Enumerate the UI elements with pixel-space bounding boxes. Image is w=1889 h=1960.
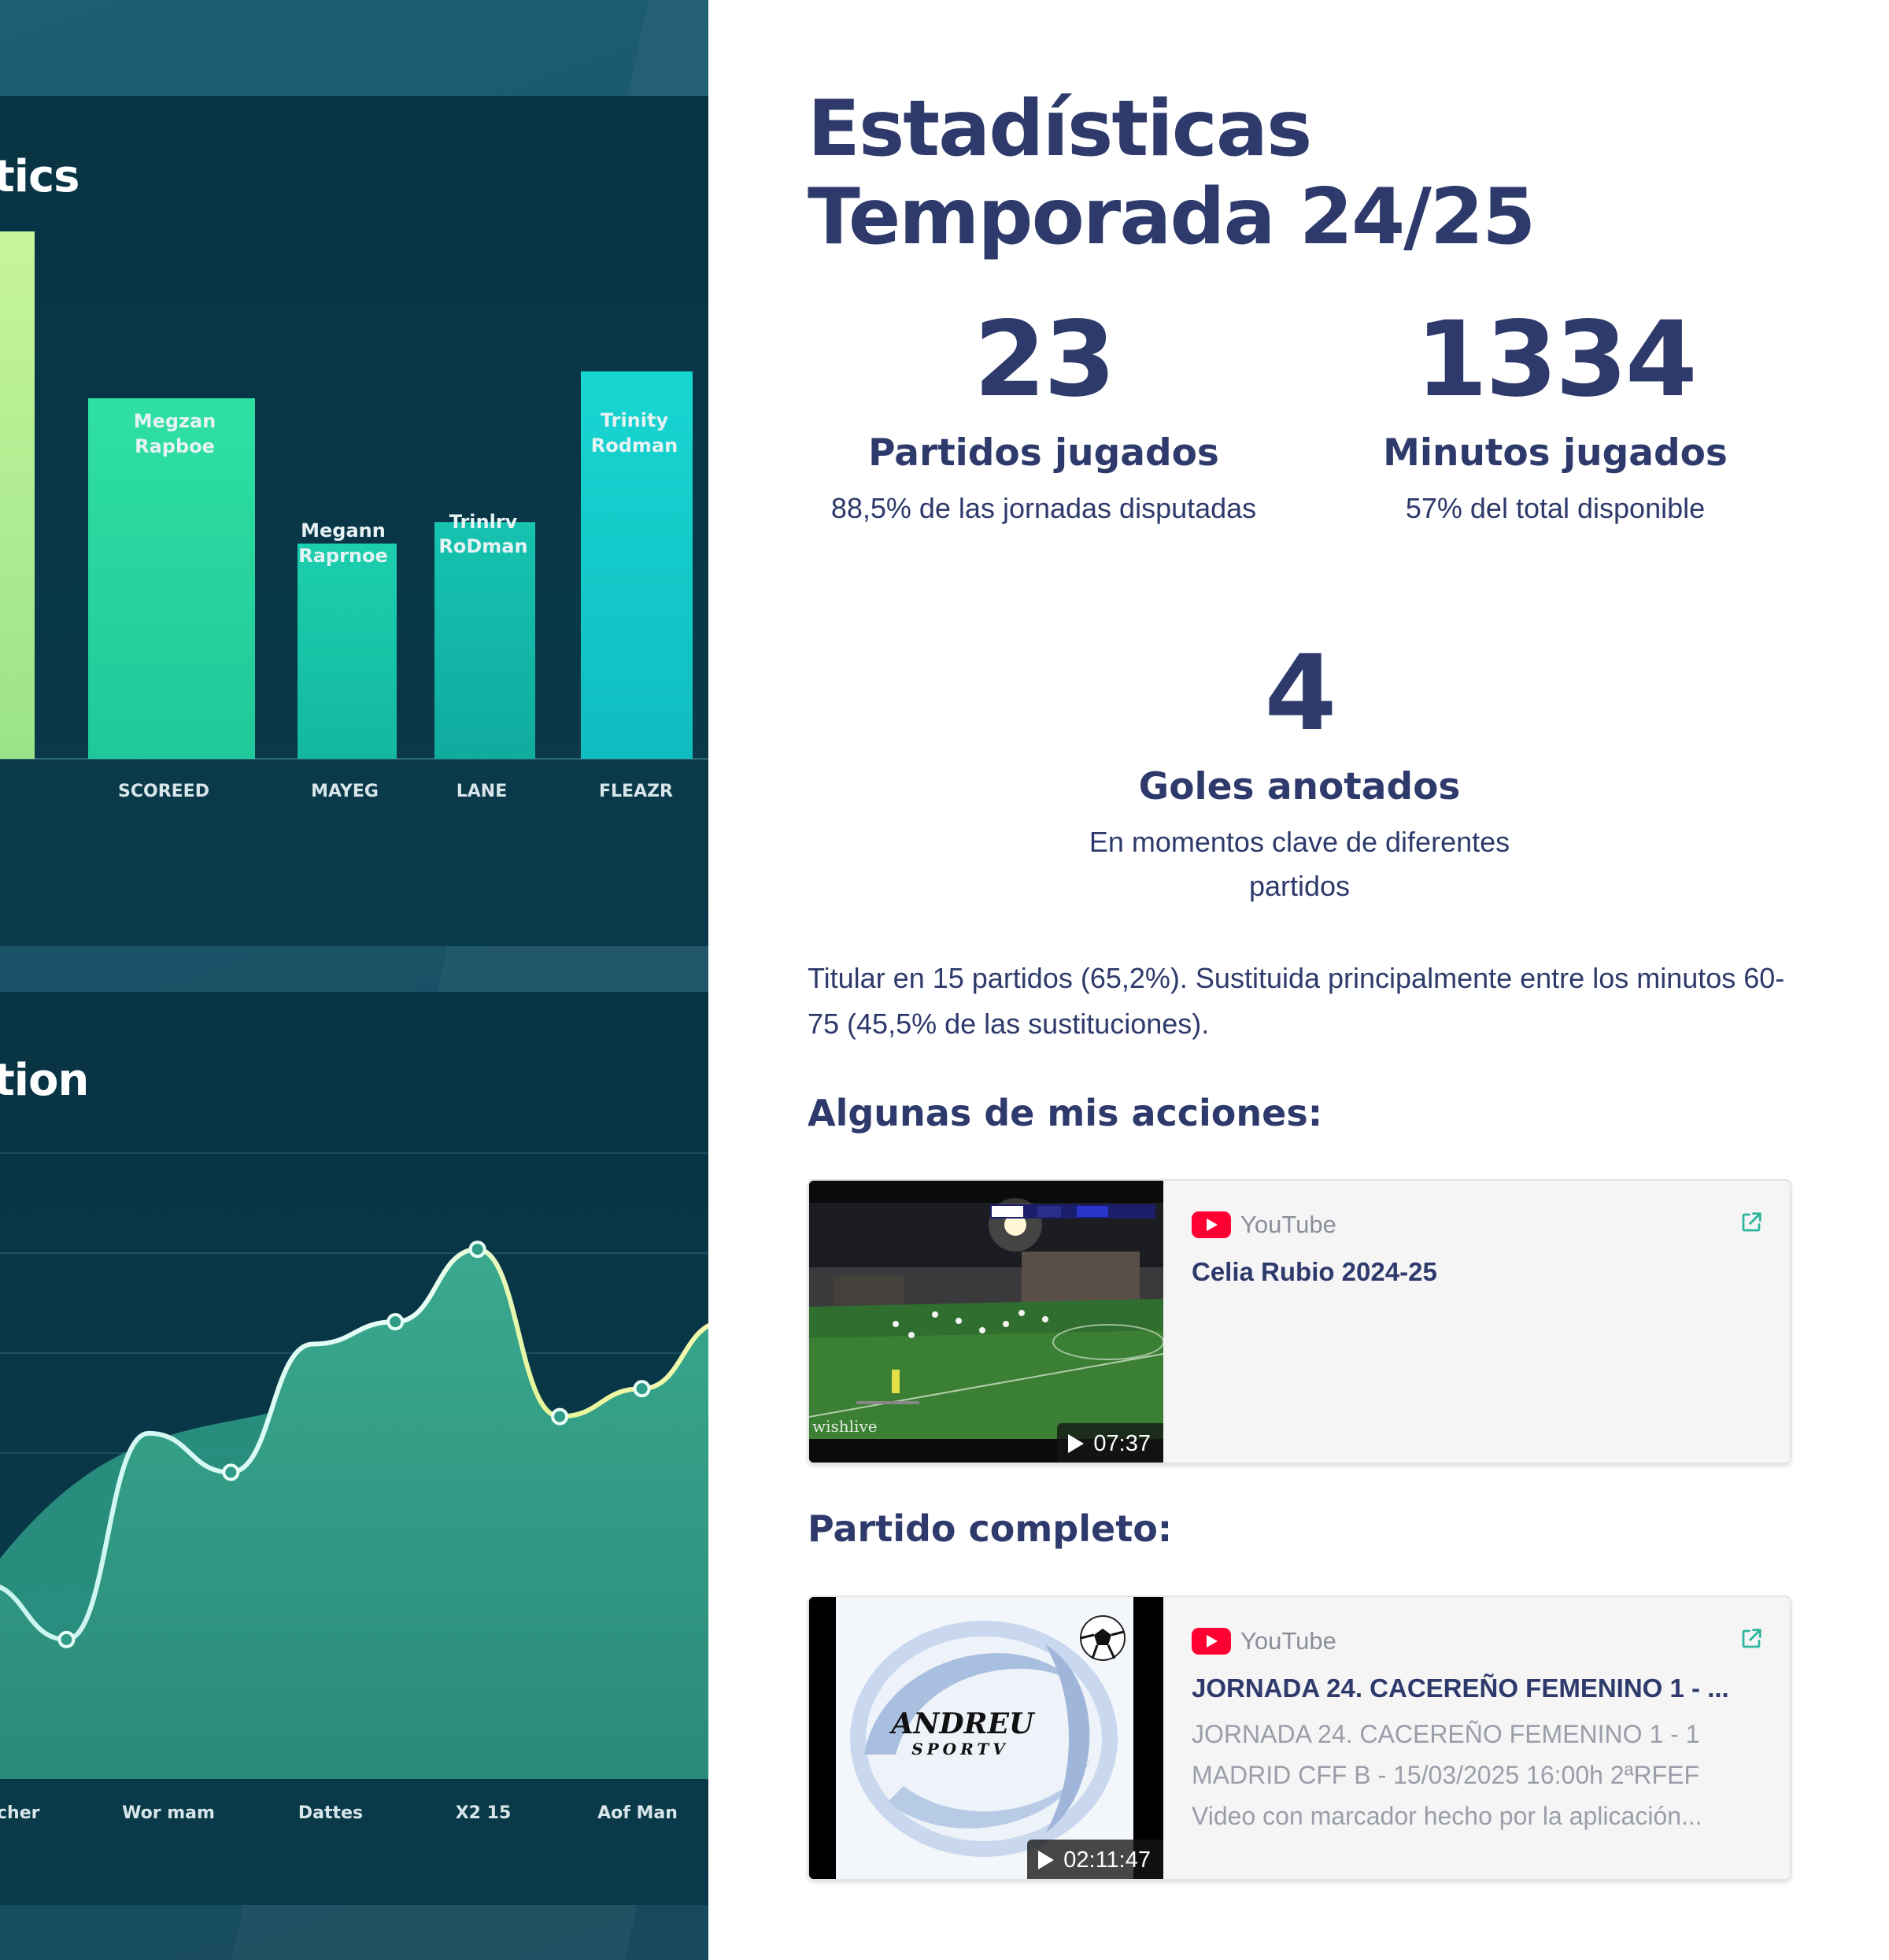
video-card-body: YouTube JORNADA 24. CACEREÑO FEMENINO 1 … xyxy=(1192,1625,1761,1836)
stat-goals-label: Goles anotados xyxy=(1138,765,1461,808)
video-source-name: YouTube xyxy=(1240,1627,1336,1655)
youtube-icon xyxy=(1192,1211,1231,1238)
video-title[interactable]: Celia Rubio 2024-25 xyxy=(1192,1257,1437,1286)
summary-text: Titular en 15 partidos (65,2%). Sustitui… xyxy=(808,962,1785,1040)
video-source-name: YouTube xyxy=(1240,1211,1336,1238)
bar-2 xyxy=(298,543,397,759)
area-x-label-2: Wor mam xyxy=(122,1803,215,1823)
video-desc-line2: MADRID CFF B - 15/03/2025 16:00h 2ªRFEF xyxy=(1192,1761,1699,1789)
bar-label-1b: Rapboe xyxy=(135,435,215,457)
logo-text: ANDREU xyxy=(889,1707,1036,1740)
bar-x-label-3: LANE xyxy=(457,782,508,801)
bar-chart-card: tics gan Megzan Rapboe Megann Raprnoe Tr… xyxy=(0,96,708,946)
bar-label-3b: RoDman xyxy=(438,535,527,557)
video-card-full-match[interactable]: ANDREU SPORTV 02:11:47 YouTube JORNADA 2… xyxy=(808,1596,1791,1880)
video-title[interactable]: JORNADA 24. CACEREÑO FEMENINO 1 - ... xyxy=(1192,1673,1729,1703)
bar-label-2b: Raprnoe xyxy=(298,545,388,567)
stat-matches: 23 Partidos jugados 88,5% de las jornada… xyxy=(808,301,1280,531)
bar-label-3a: Trinlrv xyxy=(449,511,518,533)
play-icon xyxy=(1038,1851,1055,1869)
bar-0 xyxy=(0,231,35,759)
line-point-3 xyxy=(222,1463,240,1481)
line-point-6 xyxy=(468,1241,486,1259)
line-point-7 xyxy=(551,1407,569,1426)
bar-3 xyxy=(434,522,535,759)
video-duration: 07:37 xyxy=(1093,1431,1151,1456)
line-point-1 xyxy=(57,1630,76,1648)
area-line xyxy=(0,1247,708,1642)
stat-minutes-desc: 57% del total disponible xyxy=(1405,492,1706,524)
area-x-label-5: Aof Man xyxy=(597,1803,678,1823)
video-thumbnail[interactable]: ANDREU SPORTV 02:11:47 xyxy=(809,1597,1163,1879)
stat-minutes: 1334 Minutos jugados 57% del total dispo… xyxy=(1319,301,1791,531)
stats-illustration: tics gan Megzan Rapboe Megann Raprnoe Tr… xyxy=(0,0,708,1960)
area-x-labels: cher Wor mam Dattes X2 15 Aof Man xyxy=(0,1803,678,1823)
section-title-actions: Algunas de mis acciones: xyxy=(808,1092,1323,1134)
bar-x-label-4: FLEAZR xyxy=(599,782,673,801)
bar-chart: gan Megzan Rapboe Megann Raprnoe Trinlrv… xyxy=(0,231,708,801)
stat-minutes-label: Minutos jugados xyxy=(1383,431,1728,475)
external-link-icon[interactable] xyxy=(1739,1627,1763,1651)
video-card-highlights[interactable]: wishlive 07:37 YouTube Celia Rubio 2024-… xyxy=(808,1179,1791,1464)
area-x-label-4: X2 15 xyxy=(456,1803,512,1823)
logo-subtext: SPORTV xyxy=(911,1740,1009,1758)
bar-label-2a: Megann xyxy=(301,520,386,542)
stat-goals-desc: En momentos clave de diferentes partidos xyxy=(1089,826,1510,902)
line-point-8 xyxy=(633,1380,651,1398)
bar-name-labels: Megzan Rapboe Megann Raprnoe Trinlrv RoD… xyxy=(134,409,678,567)
play-icon xyxy=(1068,1434,1085,1453)
andreu-sportv-logo-thumbnail: ANDREU SPORTV xyxy=(809,1597,1163,1879)
bar-x-label-1: SCOREED xyxy=(118,782,209,801)
youtube-icon xyxy=(1192,1628,1231,1655)
external-link-icon[interactable] xyxy=(1739,1211,1763,1234)
stat-matches-desc: 88,5% de las jornadas disputadas xyxy=(830,492,1257,524)
football-pitch-thumbnail xyxy=(809,1181,1163,1463)
line-point-5 xyxy=(386,1313,405,1331)
stat-goals-number: 4 xyxy=(1264,633,1337,754)
video-duration-badge: 02:11:47 xyxy=(1027,1840,1163,1879)
section-title-full-match: Partido completo: xyxy=(808,1507,1173,1550)
video-description: JORNADA 24. CACEREÑO FEMENINO 1 - 1 MADR… xyxy=(1192,1714,1735,1836)
page-title: Estadísticas Temporada 24/25 xyxy=(808,85,1791,261)
bar-chart-title: tics xyxy=(0,151,79,202)
area-chart: cher Wor mam Dattes X2 15 Aof Man xyxy=(0,1152,708,1823)
stat-matches-label: Partidos jugados xyxy=(868,431,1219,475)
video-card-body: YouTube Celia Rubio 2024-25 xyxy=(1192,1209,1761,1289)
page-title-line2: Temporada 24/25 xyxy=(808,172,1536,262)
stat-goals: 4 Goles anotados En momentos clave de di… xyxy=(1004,634,1595,908)
bar-label-4a: Trinity xyxy=(601,409,669,431)
video-source: YouTube xyxy=(1192,1209,1758,1241)
video-duration-badge: 07:37 xyxy=(1057,1423,1163,1463)
video-thumbnail[interactable]: wishlive 07:37 xyxy=(809,1181,1163,1463)
video-source: YouTube xyxy=(1192,1625,1758,1657)
bar-1 xyxy=(88,398,255,759)
area-x-label-1: cher xyxy=(0,1803,40,1823)
video-desc-line1: JORNADA 24. CACEREÑO FEMENINO 1 - 1 xyxy=(1192,1720,1700,1748)
bar-label-4b: Rodman xyxy=(591,435,678,457)
area-chart-title: tion xyxy=(0,1055,89,1106)
video-watermark: wishlive xyxy=(812,1417,878,1436)
video-duration: 02:11:47 xyxy=(1063,1847,1151,1873)
bar-4 xyxy=(581,371,693,759)
area-chart-card: tion cher Wor mam Dattes X2 15 Aof Man xyxy=(0,992,708,1905)
bar-x-label-2: MAYEG xyxy=(311,782,379,801)
page-title-line1: Estadísticas xyxy=(808,84,1312,174)
bar-label-1a: Megzan xyxy=(134,410,216,432)
bar-x-labels: SCOREED MAYEG LANE FLEAZR xyxy=(118,782,673,801)
video-desc-line3: Video con marcador hecho por la aplicaci… xyxy=(1192,1802,1702,1830)
stat-matches-number: 23 xyxy=(974,299,1116,420)
stat-minutes-number: 1334 xyxy=(1415,299,1697,420)
area-x-label-3: Dattes xyxy=(298,1803,363,1823)
